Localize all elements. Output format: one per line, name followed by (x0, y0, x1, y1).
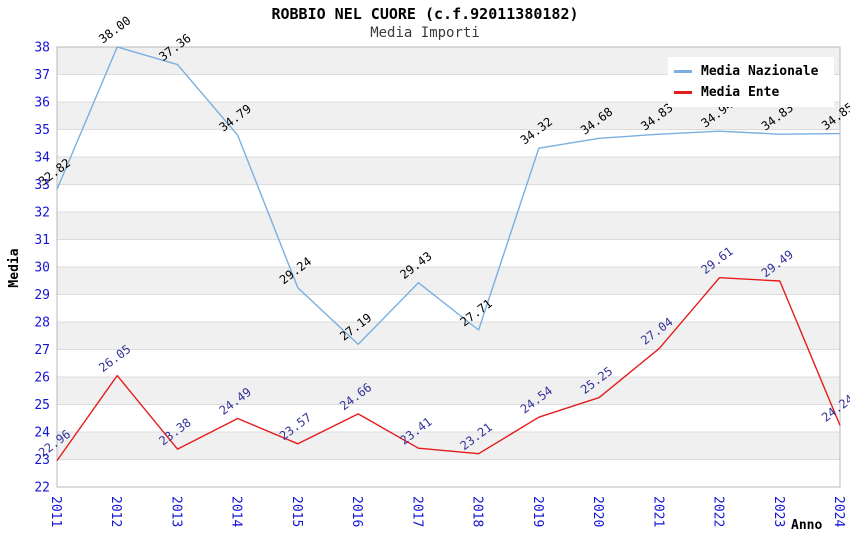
y-tick-label: 35 (34, 123, 50, 138)
grid-band (57, 212, 840, 240)
legend: Media Nazionale Media Ente (668, 57, 834, 107)
y-tick-label: 23 (34, 453, 50, 468)
legend-line-icon-media-ente (674, 91, 692, 94)
y-tick-label: 22 (34, 481, 50, 496)
y-tick-label: 33 (34, 178, 50, 193)
y-tick-label: 31 (34, 233, 50, 248)
y-tick-label: 26 (34, 371, 50, 386)
legend-item-media-nazionale: Media Nazionale (674, 61, 834, 82)
plot-border (56, 46, 841, 488)
y-axis-title: Media (7, 248, 22, 288)
grid-band (57, 432, 840, 460)
x-tick-label: 2014 (229, 496, 244, 527)
series-line-media-ente (56, 277, 841, 462)
grid-band (57, 157, 840, 185)
x-tick-label: 2024 (831, 496, 846, 527)
y-tick-label: 29 (34, 288, 50, 303)
grid-band (57, 267, 840, 295)
legend-label: Media Ente (701, 85, 780, 100)
x-tick-label: 2015 (289, 496, 304, 527)
x-tick-label: 2011 (48, 496, 63, 527)
x-tick-label: 2019 (530, 496, 545, 527)
y-tick-label: 24 (34, 426, 50, 441)
x-tick-label: 2021 (650, 496, 665, 527)
x-tick-label: 2020 (590, 496, 605, 527)
y-tick-label: 28 (34, 316, 50, 331)
x-tick-label: 2016 (349, 496, 364, 527)
y-tick-label: 36 (34, 96, 50, 111)
chart-title: ROBBIO NEL CUORE (c.f.92011380182) (271, 5, 579, 23)
y-tick-label: 38 (34, 41, 50, 56)
y-tick-label: 30 (34, 261, 50, 276)
legend-item-media-ente: Media Ente (674, 82, 834, 103)
x-tick-label: 2022 (711, 496, 726, 527)
y-tick-label: 34 (34, 151, 50, 166)
x-tick-label: 2023 (771, 496, 786, 527)
series-line-media-nazionale (56, 46, 841, 345)
x-tick-label: 2017 (409, 496, 424, 527)
x-tick-label: 2018 (470, 496, 485, 527)
x-tick-label: 2012 (108, 496, 123, 527)
legend-label: Media Nazionale (701, 64, 819, 79)
grid-band (57, 322, 840, 350)
x-tick-label: 2013 (168, 496, 183, 527)
legend-line-icon-media-nazionale (674, 70, 692, 73)
x-axis-title: Anno (791, 518, 823, 533)
grid-band (57, 377, 840, 405)
y-tick-label: 32 (34, 206, 50, 221)
y-tick-label: 37 (34, 68, 50, 83)
chart-subtitle: Media Importi (370, 25, 480, 41)
y-tick-label: 25 (34, 398, 50, 413)
y-tick-label: 27 (34, 343, 50, 358)
